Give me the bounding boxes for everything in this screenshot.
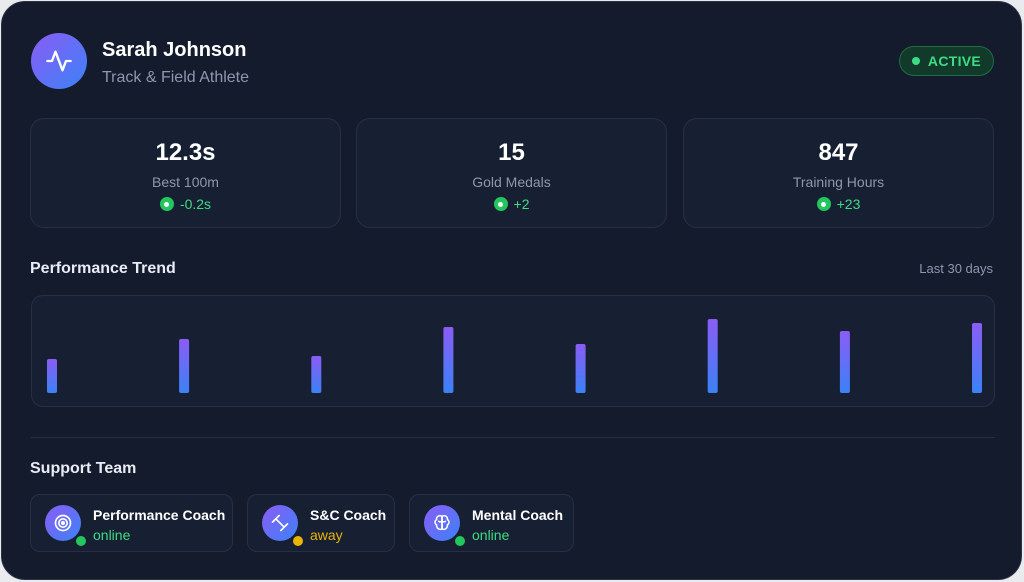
team-member-performance-coach[interactable]: Performance Coach online [30,494,233,552]
dumbbell-icon [271,514,289,532]
athlete-role: Track & Field Athlete [102,69,250,86]
trend-bar [443,327,454,393]
member-status: away [310,527,343,543]
stat-value: 12.3s [155,139,216,166]
trend-bar [839,331,850,393]
member-avatar [45,505,81,541]
trend-bar [575,344,586,393]
brain-icon [434,514,450,531]
performance-chart-svg [47,319,982,393]
member-status: online [93,527,131,543]
stat-card-gold-medals[interactable]: 15 Gold Medals +2 [356,118,667,228]
stat-delta: -0.2s [31,196,340,212]
activity-icon [46,50,72,72]
member-name: Performance Coach [93,507,226,523]
presence-dot [74,534,88,548]
presence-dot [291,534,305,548]
stat-delta-value: -0.2s [179,196,212,212]
performance-chart [31,295,995,407]
stat-value: 847 [818,139,859,166]
status-dot-icon [911,57,920,65]
member-name: Mental Coach [472,507,564,523]
trend-bar [179,339,190,393]
target-icon [54,514,72,532]
avatar[interactable] [31,33,87,89]
member-avatar [262,505,298,541]
team-member-sc-coach[interactable]: S&C Coach away [247,494,395,552]
stat-label: Best 100m [152,174,219,190]
status-text: ACTIVE [927,53,982,69]
trend-bar [707,319,718,393]
section-divider [31,437,995,438]
stat-card-best-100m[interactable]: 12.3s Best 100m -0.2s [30,118,341,228]
trend-bar [47,359,57,393]
presence-dot [453,534,467,548]
trend-bar [311,356,322,393]
stat-delta-value: +23 [836,196,861,212]
stat-label: Training Hours [792,174,885,190]
team-member-mental-coach[interactable]: Mental Coach online [409,494,574,552]
trend-dot-icon [816,197,831,211]
member-name: S&C Coach [310,507,387,523]
member-status: online [472,527,510,543]
stat-card-training-hours[interactable]: 847 Training Hours +23 [683,118,994,228]
stat-value: 15 [498,139,525,166]
stat-delta: +23 [684,196,993,212]
stat-label: Gold Medals [472,174,551,190]
status-badge: ACTIVE [899,46,994,76]
support-team-title: Support Team [30,460,137,477]
trend-bar [972,323,982,393]
trend-dot-icon [159,197,174,211]
trend-period[interactable]: Last 30 days [919,261,993,276]
performance-trend-title: Performance Trend [30,260,176,277]
athlete-name: Sarah Johnson [102,39,247,61]
trend-dot-icon [493,197,508,211]
stat-delta-value: +2 [513,196,530,212]
stat-delta: +2 [357,196,666,212]
member-avatar [424,505,460,541]
